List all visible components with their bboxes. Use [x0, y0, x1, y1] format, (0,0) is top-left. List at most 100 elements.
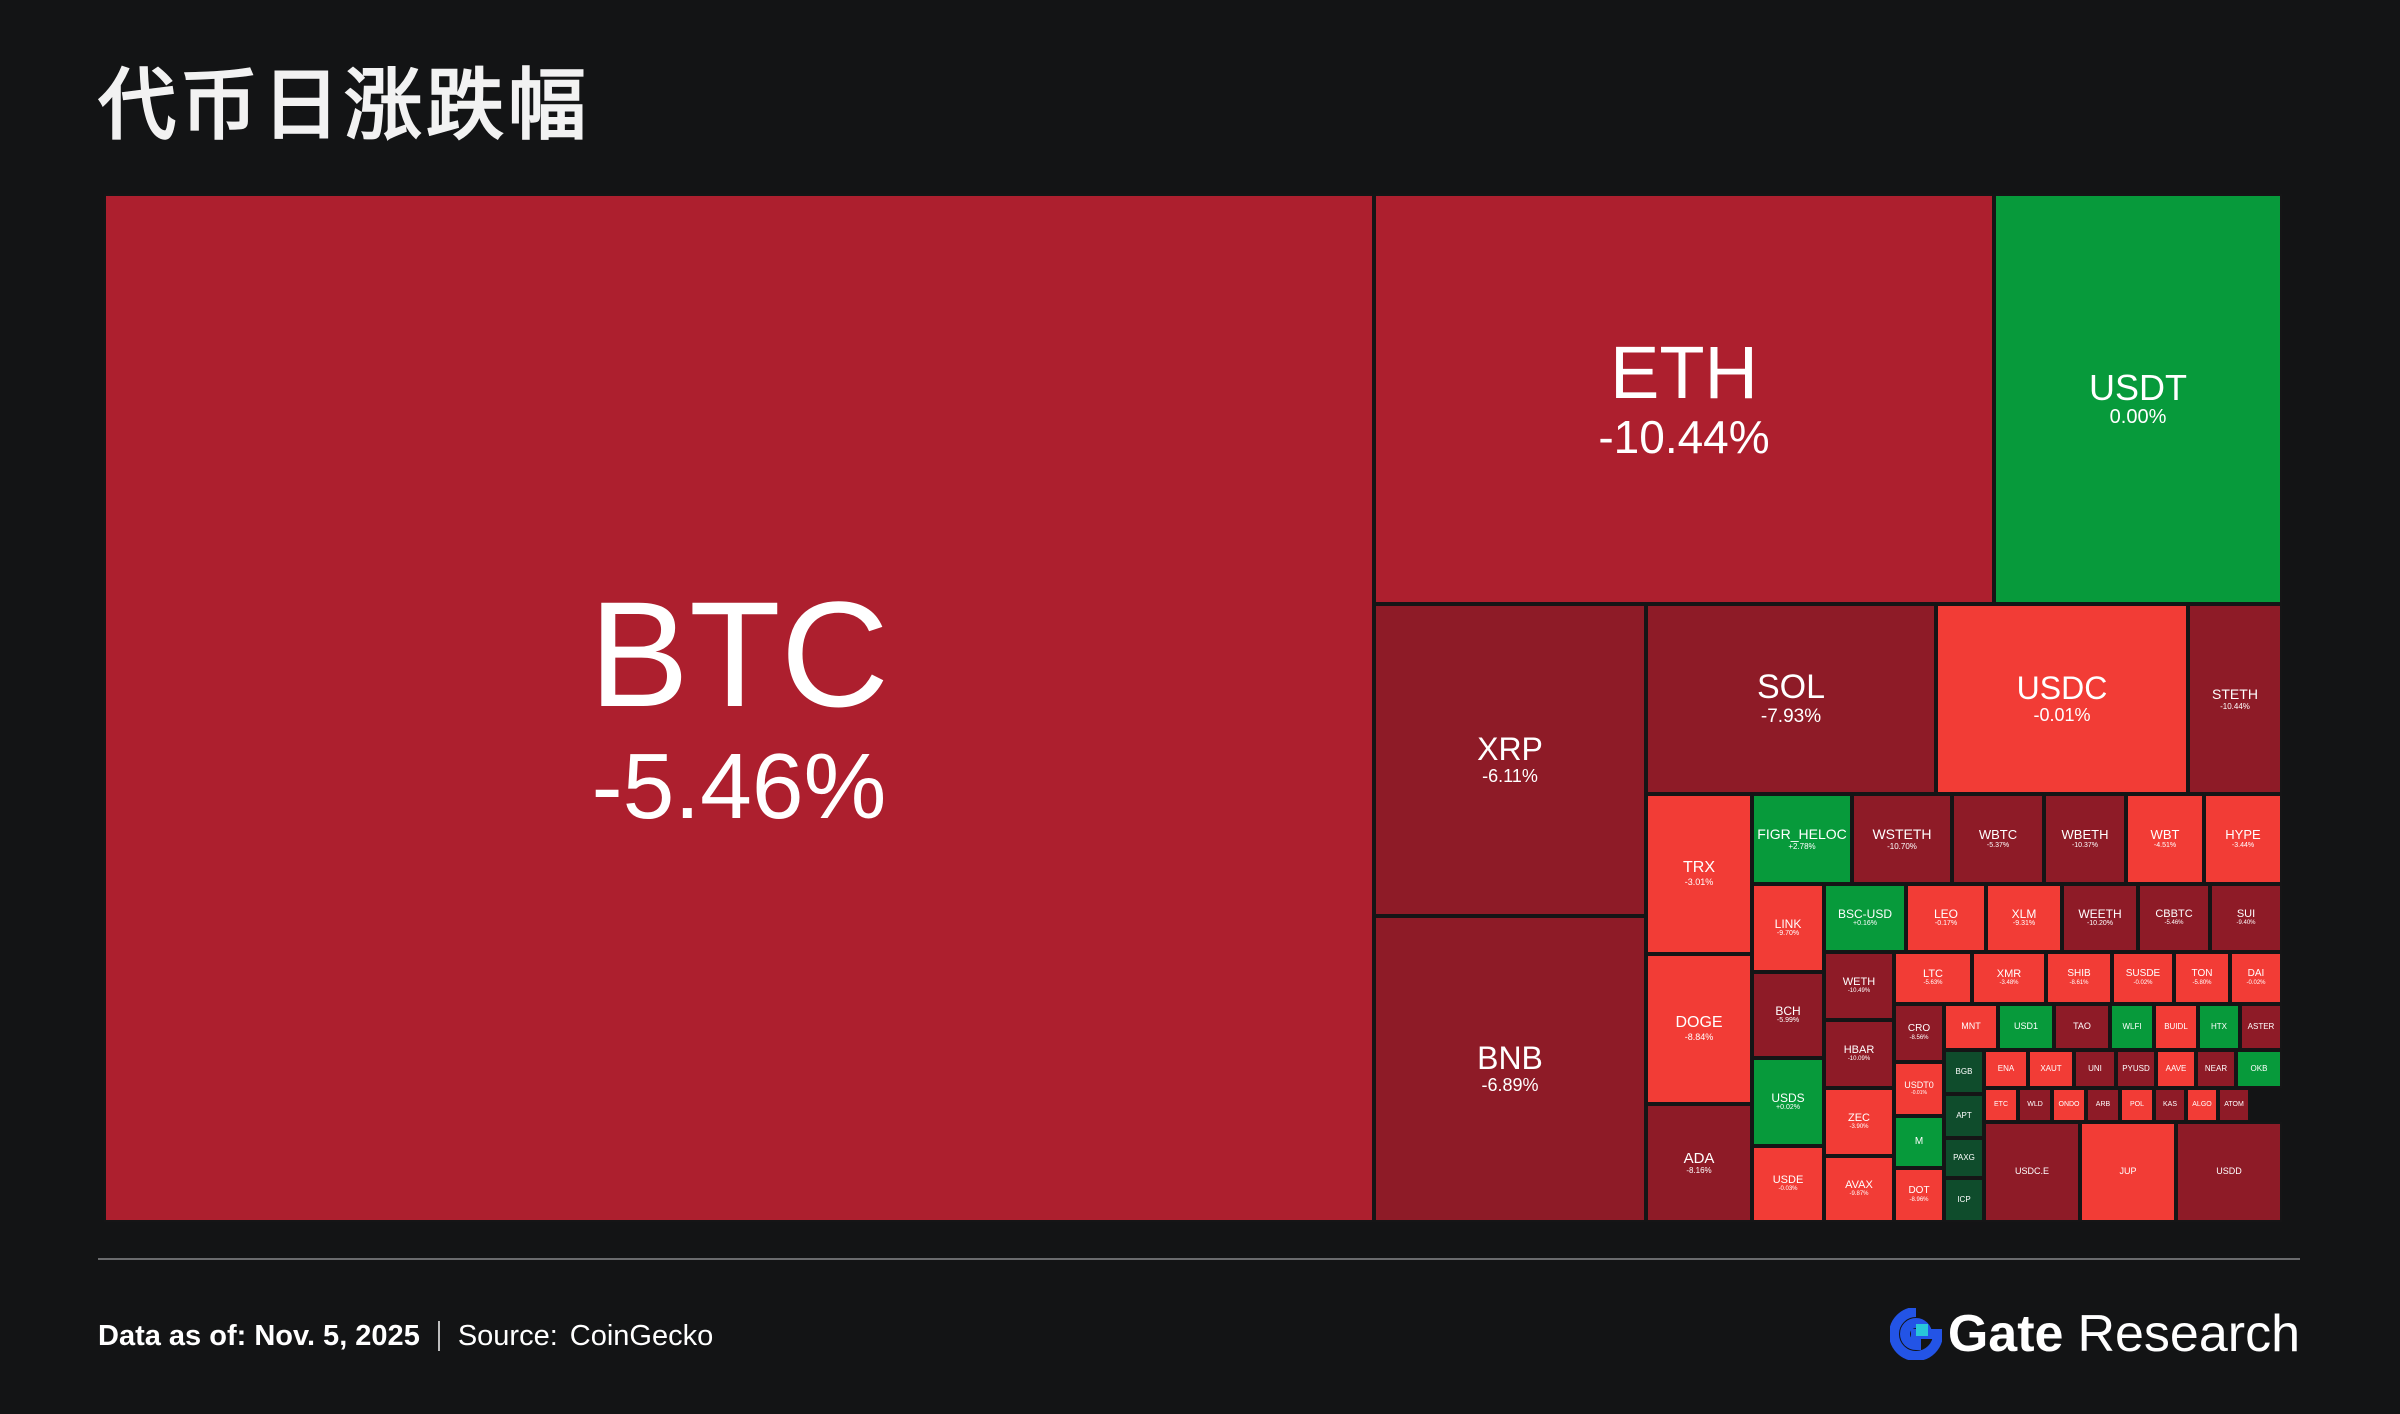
treemap-tile-zec: ZEC -3.90%	[1824, 1088, 1894, 1156]
tile-symbol: LINK	[1774, 916, 1802, 931]
tile-change: -10.44%	[2220, 701, 2250, 711]
source-label: Source:	[457, 1319, 558, 1352]
tile-symbol: USDT	[2089, 366, 2187, 408]
treemap-tile-steth: STETH -10.44%	[2188, 604, 2282, 794]
treemap-tile-pol: POL	[2120, 1088, 2154, 1122]
treemap-tile-okb: OKB	[2236, 1050, 2282, 1088]
tile-change: -8.84%	[1684, 1032, 1714, 1043]
treemap-tile-weth: WETH -10.49%	[1824, 952, 1894, 1020]
treemap-tile-dot: DOT -8.96%	[1894, 1168, 1944, 1222]
treemap-tile-bgb: BGB	[1944, 1050, 1984, 1094]
tile-symbol: PAXG	[1953, 1152, 1975, 1162]
tile-change: -9.70%	[1776, 930, 1800, 938]
treemap-tile-usd1: USD1	[1998, 1004, 2054, 1050]
treemap-tile-hype: HYPE -3.44%	[2204, 794, 2282, 884]
tile-symbol: XRP	[1477, 730, 1543, 767]
divider	[98, 1258, 2300, 1260]
treemap-tile-btc: BTC -5.46%	[104, 194, 1374, 1222]
treemap-tile-usdd: USDD	[2176, 1122, 2282, 1222]
data-date: Data as of: Nov. 5, 2025	[98, 1319, 420, 1352]
tile-change: -0.02%	[2133, 979, 2153, 986]
treemap-tile-pyusd: PYUSD	[2116, 1050, 2156, 1088]
tile-symbol: SUI	[2236, 907, 2256, 920]
treemap-tile-tao: TAO	[2054, 1004, 2110, 1050]
treemap-tile-weeth: WEETH -10.20%	[2062, 884, 2138, 952]
treemap-tile-wbt: WBT -4.51%	[2126, 794, 2204, 884]
tile-symbol: HYPE	[2225, 827, 2261, 843]
tile-change: -8.56%	[1909, 1034, 1929, 1041]
treemap-tile-wbeth: WBETH -10.37%	[2044, 794, 2126, 884]
tile-symbol: LEO	[1933, 906, 1958, 921]
tile-symbol: BCH	[1775, 1003, 1801, 1018]
treemap-tile-hbar: HBAR -10.09%	[1824, 1020, 1894, 1088]
tile-symbol: PYUSD	[2122, 1063, 2150, 1073]
treemap-tile-usdt0: USDT0 -0.01%	[1894, 1062, 1944, 1116]
treemap-tile-xaut: XAUT	[2028, 1050, 2074, 1088]
tile-symbol: SOL	[1756, 668, 1826, 707]
brand-research: Research	[2077, 1305, 2300, 1363]
tile-symbol: ONDO	[2058, 1101, 2080, 1109]
tile-change: -0.01%	[1911, 1089, 1927, 1096]
tile-change: -8.16%	[1686, 1166, 1712, 1176]
treemap-tile-bsc-usd: BSC-USD +0.16%	[1824, 884, 1906, 952]
tile-symbol: KAS	[2162, 1101, 2177, 1109]
tile-symbol: JUP	[2119, 1166, 2137, 1177]
treemap-tile-algo: ALGO	[2186, 1088, 2218, 1122]
tile-change: -10.49%	[1847, 988, 1871, 995]
treemap-tile-usdc: USDC -0.01%	[1936, 604, 2188, 794]
tile-symbol: M	[1914, 1135, 1924, 1147]
treemap-tile-near: NEAR	[2196, 1050, 2236, 1088]
tile-symbol: ENA	[1997, 1063, 2015, 1073]
treemap-tile-shib: SHIB -8.61%	[2046, 952, 2112, 1004]
tile-symbol: LTC	[1923, 967, 1943, 980]
treemap-tile-wbtc: WBTC -5.37%	[1952, 794, 2044, 884]
tile-symbol: ALGO	[2192, 1101, 2212, 1109]
tile-symbol: MNT	[1961, 1021, 1981, 1032]
treemap-tile-figr-heloc: FIGR_HELOC +2.78%	[1752, 794, 1852, 884]
treemap-tile-jup: JUP	[2080, 1122, 2176, 1222]
tile-symbol: FIGR_HELOC	[1757, 826, 1847, 843]
tile-symbol: ETH	[1610, 330, 1758, 414]
tile-symbol: USDT0	[1904, 1080, 1934, 1091]
tile-symbol: HTX	[2211, 1021, 2227, 1031]
tile-change: -0.17%	[1934, 920, 1958, 928]
tile-change: -4.51%	[2153, 841, 2177, 849]
treemap-tile-usds: USDS +0.02%	[1752, 1058, 1824, 1146]
tile-symbol: USDD	[2216, 1166, 2242, 1177]
treemap-tile-ltc: LTC -5.63%	[1894, 952, 1972, 1004]
tile-symbol: USD1	[2013, 1021, 2038, 1032]
tile-change: -3.01%	[1684, 877, 1714, 888]
tile-symbol: BSC-USD	[1837, 906, 1892, 921]
tile-symbol: ICP	[1957, 1194, 1971, 1204]
treemap-tile-leo: LEO -0.17%	[1906, 884, 1986, 952]
tile-change: -3.48%	[1999, 980, 2019, 987]
treemap-tile-ada: ADA -8.16%	[1646, 1104, 1752, 1222]
tile-change: +0.16%	[1853, 920, 1877, 928]
treemap-tile-icp: ICP	[1944, 1178, 1984, 1222]
tile-change: -0.02%	[2246, 979, 2266, 986]
tile-symbol: ARB	[2095, 1101, 2111, 1109]
tile-symbol: WSTETH	[1872, 826, 1932, 843]
tile-symbol: AVAX	[1845, 1178, 1873, 1191]
treemap-tile-apt: APT	[1944, 1094, 1984, 1138]
tile-change: -10.37%	[2071, 841, 2099, 849]
treemap-tile-aster: ASTER	[2240, 1004, 2282, 1050]
treemap-tile-doge: DOGE -8.84%	[1646, 954, 1752, 1104]
treemap-tile-bch: BCH -5.99%	[1752, 972, 1824, 1058]
page-title: 代币日涨跌幅	[98, 61, 591, 151]
treemap-tile-dai: DAI -0.02%	[2230, 952, 2282, 1004]
treemap-tile-link: LINK -9.70%	[1752, 884, 1824, 972]
tile-symbol: CBBTC	[2155, 907, 2193, 920]
treemap-chart: BTC -5.46% ETH -10.44% USDT 0.00% XRP -6.11% BNB…	[104, 194, 2282, 1222]
tile-symbol: XLM	[2011, 906, 2037, 921]
tile-change: -5.37%	[1986, 841, 2010, 849]
tile-symbol: AAVE	[2165, 1063, 2187, 1073]
tile-symbol: TON	[2191, 968, 2213, 980]
treemap-tile-m: M	[1894, 1116, 1944, 1168]
tile-symbol: POL	[2129, 1101, 2144, 1109]
tile-change: -6.89%	[1481, 1075, 1539, 1096]
tile-change: -10.70%	[1887, 841, 1917, 851]
tile-symbol: DOGE	[1675, 1014, 1723, 1032]
tile-change: -3.90%	[1849, 1124, 1869, 1131]
treemap-tile-buidl: BUIDL	[2154, 1004, 2198, 1050]
